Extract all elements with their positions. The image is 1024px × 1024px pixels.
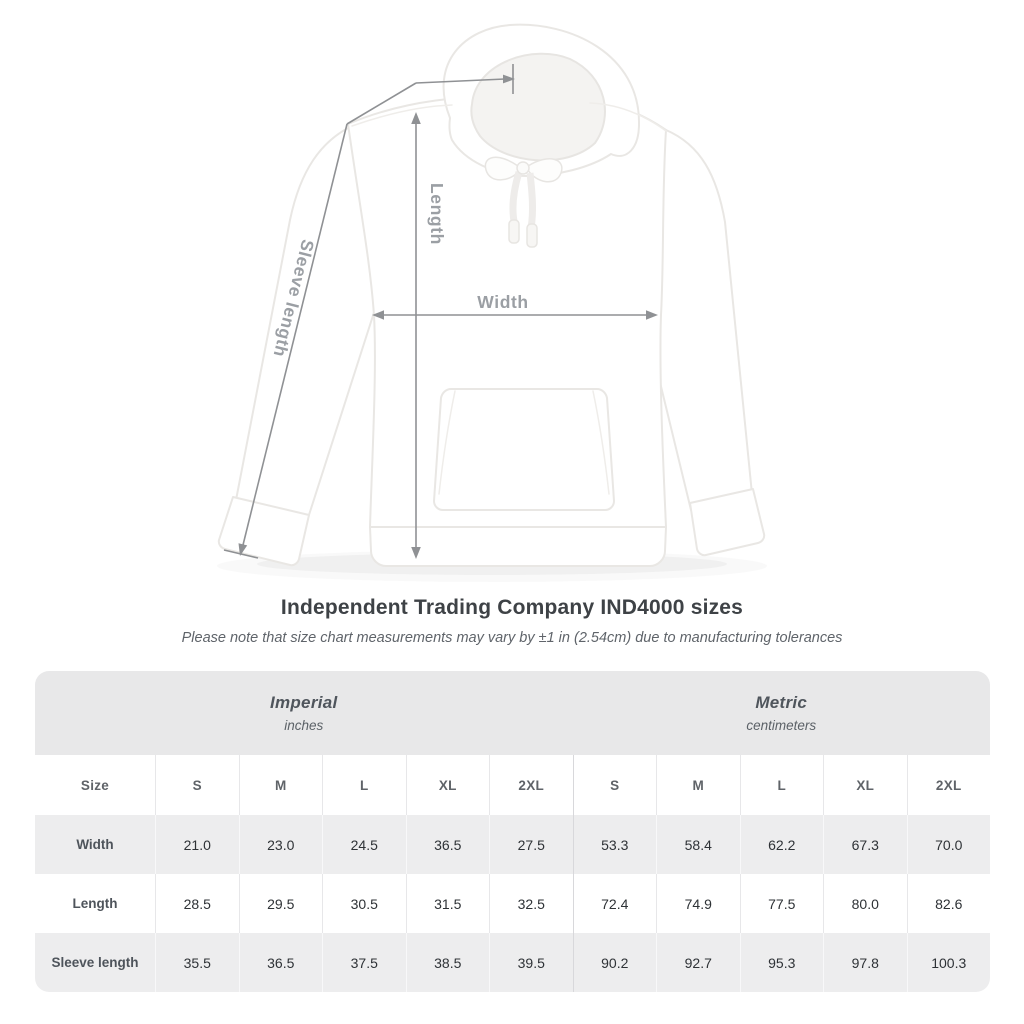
table-cell: 67.3 bbox=[823, 815, 907, 874]
table-cell: 36.5 bbox=[405, 815, 490, 874]
column-header-metric-2xl: 2XL bbox=[906, 755, 991, 815]
table-cell: 72.4 bbox=[572, 874, 657, 933]
table-cell: 80.0 bbox=[823, 874, 907, 933]
table-cell: 77.5 bbox=[739, 874, 824, 933]
hoodie-illustration: Length Width Sleeve length bbox=[217, 23, 766, 567]
metric-group-header: Metric centimeters bbox=[573, 671, 991, 755]
row-label-width: Width bbox=[76, 837, 114, 852]
size-column-header: Size bbox=[80, 777, 110, 793]
table-cell: 53.3 bbox=[572, 815, 657, 874]
length-arrow bbox=[411, 112, 421, 559]
table-row-length: Length 28.5 29.5 30.5 31.5 32.5 72.4 74.… bbox=[35, 874, 990, 933]
table-cell: 62.2 bbox=[739, 815, 824, 874]
size-chart-table: Imperial inches Metric centimeters Size … bbox=[35, 671, 990, 992]
length-label: Length bbox=[427, 183, 447, 245]
table-cell: 32.5 bbox=[489, 874, 573, 933]
table-cell: 24.5 bbox=[322, 815, 406, 874]
column-header-metric-s: S bbox=[572, 755, 657, 815]
table-cell: 82.6 bbox=[906, 874, 991, 933]
table-cell: 100.3 bbox=[906, 933, 991, 992]
table-cell: 29.5 bbox=[238, 874, 323, 933]
hoodie-drawstrings bbox=[484, 156, 563, 248]
column-header-metric-xl: XL bbox=[823, 755, 907, 815]
width-label: Width bbox=[477, 292, 528, 312]
size-header-row: Size S M L XL 2XL S M L XL 2XL bbox=[35, 755, 990, 815]
table-cell: 31.5 bbox=[405, 874, 490, 933]
imperial-label: Imperial bbox=[269, 693, 338, 712]
table-cell: 58.4 bbox=[656, 815, 740, 874]
table-cell: 37.5 bbox=[322, 933, 406, 992]
table-cell: 90.2 bbox=[572, 933, 657, 992]
row-label-length: Length bbox=[72, 896, 118, 911]
column-header-imperial-xl: XL bbox=[405, 755, 490, 815]
hoodie-pocket bbox=[433, 388, 615, 511]
page-title: Independent Trading Company IND4000 size… bbox=[280, 596, 744, 619]
table-cell: 30.5 bbox=[322, 874, 406, 933]
table-cell: 21.0 bbox=[155, 815, 239, 874]
table-cell: 97.8 bbox=[823, 933, 907, 992]
table-cell: 95.3 bbox=[739, 933, 824, 992]
column-header-imperial-2xl: 2XL bbox=[489, 755, 573, 815]
column-header-imperial-l: L bbox=[322, 755, 406, 815]
metric-label: Metric bbox=[755, 693, 808, 712]
column-header-metric-m: M bbox=[656, 755, 740, 815]
column-header-metric-l: L bbox=[739, 755, 824, 815]
tolerance-note: Please note that size chart measurements… bbox=[181, 630, 843, 646]
table-cell: 28.5 bbox=[155, 874, 239, 933]
table-cell: 39.5 bbox=[489, 933, 573, 992]
table-row-width: Width 21.0 23.0 24.5 36.5 27.5 53.3 58.4… bbox=[35, 815, 990, 874]
measure-arrows bbox=[223, 64, 658, 559]
imperial-group-header: Imperial inches bbox=[35, 671, 573, 755]
table-cell: 92.7 bbox=[656, 933, 740, 992]
column-header-imperial-s: S bbox=[155, 755, 239, 815]
table-cell: 70.0 bbox=[906, 815, 991, 874]
hoodie-hem bbox=[369, 526, 667, 567]
sleeve-length-arrow bbox=[223, 64, 515, 559]
row-label-sleeve-length: Sleeve length bbox=[51, 955, 139, 970]
imperial-unit: inches bbox=[284, 718, 324, 733]
hoodie-right-cuff bbox=[689, 488, 766, 557]
table-cell: 38.5 bbox=[405, 933, 490, 992]
table-cell: 74.9 bbox=[656, 874, 740, 933]
table-cell: 23.0 bbox=[238, 815, 323, 874]
table-cell: 36.5 bbox=[238, 933, 323, 992]
table-cell: 27.5 bbox=[489, 815, 573, 874]
metric-unit: centimeters bbox=[746, 718, 817, 733]
hoodie-figure: Length Width Sleeve length bbox=[217, 23, 766, 567]
hoodie-seams bbox=[351, 102, 667, 495]
table-row-sleeve-length: Sleeve length 35.5 36.5 37.5 38.5 39.5 9… bbox=[35, 933, 990, 992]
table-cell: 35.5 bbox=[155, 933, 239, 992]
column-header-imperial-m: M bbox=[238, 755, 323, 815]
width-arrow bbox=[372, 310, 658, 320]
hood-opening bbox=[470, 52, 606, 162]
unit-band: Imperial inches Metric centimeters bbox=[35, 671, 990, 755]
